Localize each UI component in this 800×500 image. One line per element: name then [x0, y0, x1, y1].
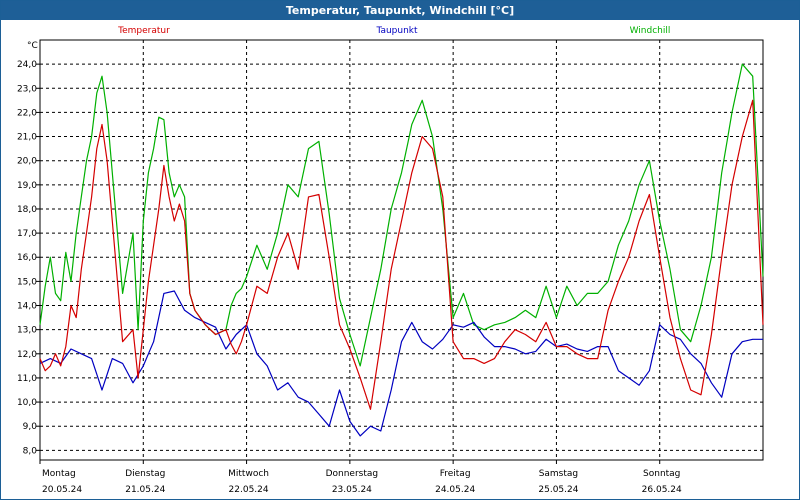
legend-item-windchill: Windchill: [630, 26, 671, 36]
x-tick-date: 22.05.24: [229, 485, 269, 495]
series-line-temperatur: [39, 99, 764, 410]
x-tick-date: 21.05.24: [125, 485, 165, 495]
y-tick-label: 21,0: [17, 133, 37, 143]
x-tick-weekday: Mittwoch: [228, 469, 269, 479]
series-line-taupunkt: [39, 290, 763, 437]
x-tick-weekday: Freitag: [440, 469, 471, 479]
y-tick-label: 22,0: [17, 108, 37, 118]
x-tick-date: 26.05.24: [642, 485, 682, 495]
grid: [40, 40, 763, 460]
x-tick-date: 20.05.24: [42, 485, 82, 495]
y-tick-label: 24,0: [17, 60, 37, 70]
y-tick-label: 19,0: [17, 181, 37, 191]
y-tick-label: 17,0: [17, 229, 37, 239]
legend: Temperatur Taupunkt Windchill: [117, 26, 670, 36]
y-tick-label: 23,0: [17, 84, 37, 94]
series-lines: [39, 63, 764, 437]
x-tick-weekday: Montag: [42, 469, 76, 479]
y-axis-unit: °C: [27, 41, 38, 51]
y-axis: 8,0 9,0 10,0 11,0 12,0 13,0 14,0 15,0 16,0 17,0 18…: [17, 60, 40, 456]
x-tick-weekday: Samstag: [539, 469, 578, 479]
y-tick-label: 9,0: [23, 422, 38, 432]
chart-title: Temperatur, Taupunkt, Windchill [°C]: [1, 1, 799, 20]
plot-area: [39, 39, 764, 461]
x-axis: Montag 20.05.24 Dienstag 21.05.24 Mittwoch 22…: [39, 460, 682, 495]
legend-item-taupunkt: Taupunkt: [375, 26, 418, 36]
y-tick-label: 20,0: [17, 157, 37, 167]
y-tick-label: 10,0: [17, 398, 37, 408]
y-tick-label: 8,0: [23, 446, 38, 456]
y-tick-label: 13,0: [17, 326, 37, 336]
x-tick-date: 25.05.24: [538, 485, 578, 495]
x-tick-weekday: Dienstag: [125, 469, 165, 479]
y-tick-label: 16,0: [17, 253, 37, 263]
legend-item-temperatur: Temperatur: [117, 26, 170, 36]
x-tick-weekday: Donnerstag: [326, 469, 379, 479]
x-tick-date: 24.05.24: [435, 485, 475, 495]
y-tick-label: 15,0: [17, 277, 37, 287]
x-tick-date: 23.05.24: [332, 485, 372, 495]
y-tick-label: 18,0: [17, 205, 37, 215]
y-tick-label: 11,0: [17, 374, 37, 384]
x-tick-weekday: Sonntag: [643, 469, 680, 479]
series-line-windchill: [39, 63, 764, 367]
y-tick-label: 14,0: [17, 302, 37, 312]
y-tick-label: 12,0: [17, 350, 37, 360]
